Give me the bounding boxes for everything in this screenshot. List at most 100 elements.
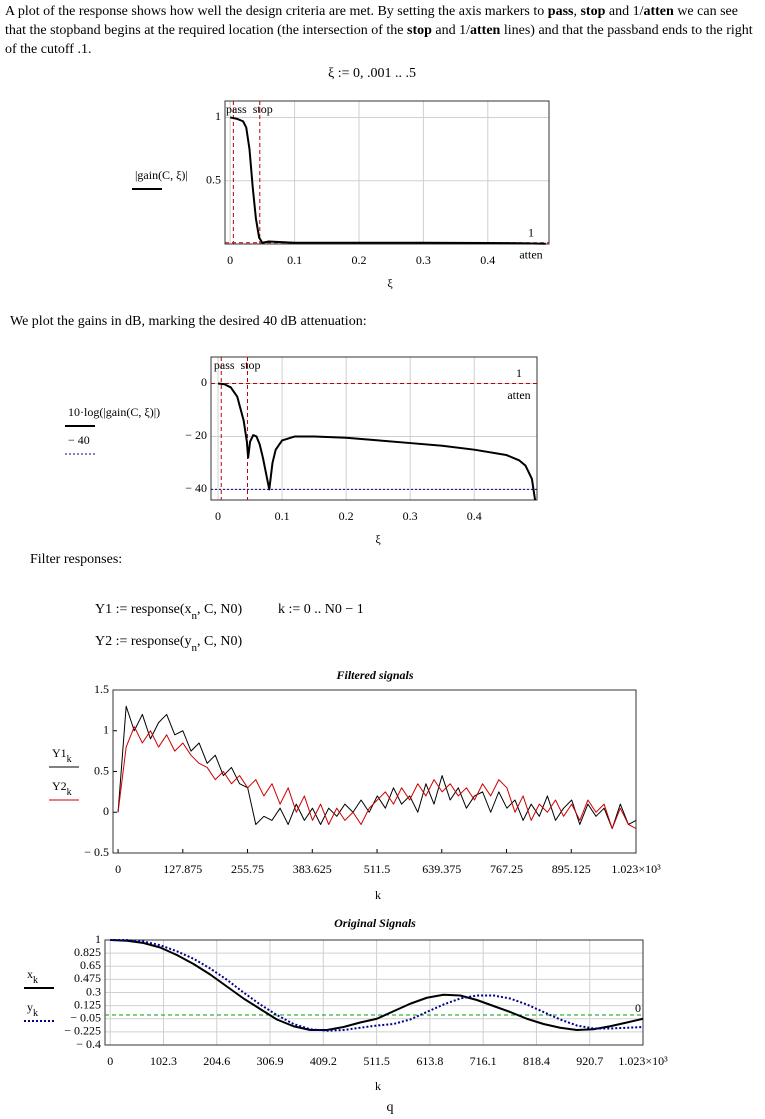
series-line <box>110 939 644 1032</box>
y-tick-label: 0.125 <box>74 997 101 1011</box>
series-line <box>110 939 644 1031</box>
x-tick-label: 767.25 <box>490 862 523 876</box>
x-tick-label: 0.2 <box>351 253 366 267</box>
y-tick-label: 0.65 <box>80 958 101 972</box>
marker-label: atten <box>507 388 530 402</box>
series-line <box>229 116 546 245</box>
x-tick-label: 127.875 <box>163 862 202 876</box>
x-tick-label: 511.5 <box>363 1054 390 1068</box>
text-run: and 1/ <box>431 23 471 38</box>
marker-label: 0 <box>635 1001 641 1015</box>
x-tick-label: 255.75 <box>231 862 264 876</box>
marker-label: atten <box>519 247 542 261</box>
equation: Y2 := response(yn, C, N0) <box>95 634 242 653</box>
x-tick-label: 0.1 <box>287 253 302 267</box>
legend-name: 10·log(|gain(C, ξ)|) <box>68 405 160 419</box>
legend-label: Y1k <box>52 746 72 765</box>
legend-name: − 40 <box>68 433 90 447</box>
text-run: we can see that the stopband begins at t… <box>5 4 738 38</box>
text-run: stop <box>407 23 432 38</box>
y-tick-label: − 0.225 <box>64 1024 101 1038</box>
x-tick-label: 0 <box>115 862 121 876</box>
text-run: Y2 := response(y <box>95 634 192 649</box>
x-tick-label: 639.375 <box>422 862 461 876</box>
legend-subscript: k <box>33 975 38 986</box>
text-run: ξ := 0, .001 .. .5 <box>328 66 416 81</box>
marker-label: 1 <box>528 225 534 239</box>
chart-title: Original Signals <box>334 916 416 930</box>
y-tick-label: − 0.4 <box>76 1037 101 1051</box>
y-tick-label: − 0.5 <box>84 845 109 859</box>
x-axis-label: ξ <box>375 532 381 546</box>
legend-name: x <box>27 967 33 981</box>
legend-label: 10·log(|gain(C, ξ)|) <box>68 405 160 419</box>
equation: ξ := 0, .001 .. .5 <box>328 66 416 81</box>
paragraph: Filter responses: <box>30 552 122 567</box>
legend-label: |gain(C, ξ)| <box>135 168 188 182</box>
footer-text: q <box>387 1100 394 1115</box>
x-tick-label: 716.1 <box>470 1054 497 1068</box>
x-tick-label: 0 <box>227 253 233 267</box>
x-tick-label: 409.2 <box>310 1054 337 1068</box>
x-axis-label: k <box>375 888 381 902</box>
y-tick-label: − 0.05 <box>70 1011 101 1025</box>
x-tick-label: 0.3 <box>403 509 418 523</box>
text-run: stop <box>580 4 606 19</box>
text-run: lines) and that the passband ends to the… <box>5 23 753 57</box>
x-tick-label: 0.4 <box>480 253 495 267</box>
x-tick-label: 895.125 <box>552 862 591 876</box>
plot-frame <box>112 689 637 854</box>
y-tick-label: 1 <box>103 723 109 737</box>
x-tick-label: 0.2 <box>339 509 354 523</box>
text-run: , C, N0) <box>197 634 242 649</box>
y-tick-label: 0 <box>201 375 207 389</box>
y-tick-label: 0.3 <box>86 984 101 998</box>
text-run: Y1 := response(x <box>95 602 192 617</box>
marker-label: stop <box>253 102 273 116</box>
text-run: , <box>573 4 581 19</box>
x-tick-label: 0.3 <box>416 253 431 267</box>
y-tick-label: − 20 <box>185 428 207 442</box>
y-tick-label: 1.5 <box>94 682 109 696</box>
x-tick-label: 0 <box>107 1054 113 1068</box>
text-run: , C, N0) <box>197 602 242 617</box>
x-tick-label: 1.023×10³ <box>618 1054 668 1068</box>
legend-name: y <box>27 1000 33 1014</box>
x-tick-label: 920.7 <box>576 1054 603 1068</box>
legend-label: yk <box>27 1000 38 1019</box>
plot-frame <box>210 356 538 501</box>
plot-frame <box>224 100 550 245</box>
text-run: A plot of the response shows how well th… <box>5 4 548 19</box>
x-tick-label: 102.3 <box>150 1054 177 1068</box>
series-line <box>117 705 637 830</box>
text-run: and 1/ <box>605 4 644 19</box>
series-line <box>217 382 537 501</box>
y-tick-label: 0.5 <box>94 763 109 777</box>
legend-name: Y1 <box>52 746 67 760</box>
y-tick-label: 0.825 <box>74 945 101 959</box>
marker-label: 1 <box>516 366 522 380</box>
legend-subscript: k <box>67 787 72 798</box>
x-tick-label: 0.4 <box>467 509 482 523</box>
y-tick-label: 1 <box>95 932 101 946</box>
x-tick-label: 1.023×10³ <box>611 862 661 876</box>
chart-title: Filtered signals <box>335 668 413 682</box>
legend-name: Y2 <box>52 779 67 793</box>
x-tick-label: 613.8 <box>416 1054 443 1068</box>
x-tick-label: 204.6 <box>203 1054 230 1068</box>
y-tick-label: 0.5 <box>206 172 221 186</box>
x-axis-label: ξ <box>387 276 393 290</box>
x-tick-label: 0 <box>215 509 221 523</box>
text-run: atten <box>470 23 501 38</box>
y-tick-label: 0.475 <box>74 971 101 985</box>
x-tick-label: 383.625 <box>293 862 332 876</box>
y-tick-label: 1 <box>215 109 221 123</box>
series-line <box>117 726 637 830</box>
y-tick-label: − 40 <box>185 481 207 495</box>
legend-subscript: k <box>33 1008 38 1019</box>
legend-name: |gain(C, ξ)| <box>135 168 188 182</box>
equation: Y1 := response(xn, C, N0) <box>95 602 242 621</box>
y-tick-label: 0 <box>103 804 109 818</box>
